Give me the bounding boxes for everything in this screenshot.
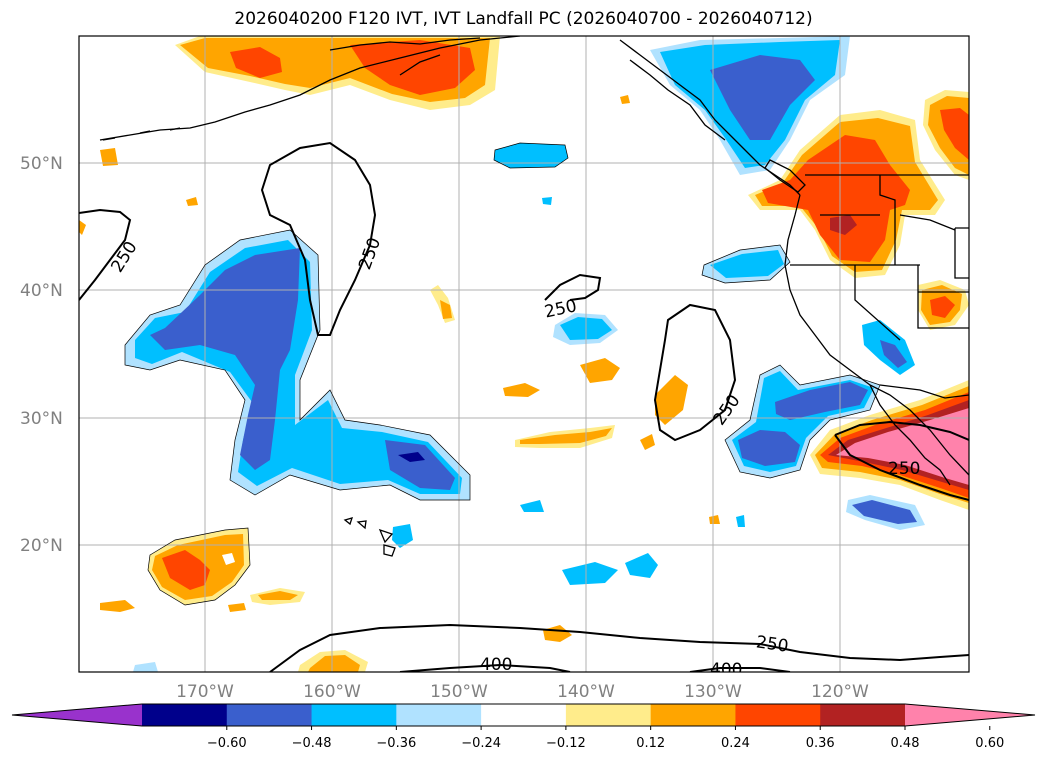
lat-label-40n: 40°N — [20, 281, 63, 301]
negative-anomaly-region — [880, 340, 907, 368]
negative-anomaly-region — [625, 553, 658, 578]
colorbar-tick-label: −0.60 — [207, 736, 247, 751]
lat-label-30n: 30°N — [20, 409, 63, 429]
negative-anomaly-region — [392, 524, 413, 548]
lon-label-150w: 150°W — [430, 682, 488, 702]
negative-anomaly-region — [775, 382, 868, 420]
positive-anomaly-region — [230, 47, 282, 78]
contour-label: 250 — [888, 459, 920, 479]
lon-label-140w: 140°W — [557, 682, 615, 702]
positive-anomaly-region — [440, 300, 452, 319]
coastlines — [99, 36, 969, 557]
negative-anomaly-region — [520, 500, 544, 512]
lon-label-120w: 120°W — [811, 682, 869, 702]
positive-anomaly-region — [762, 135, 910, 262]
map-frame — [78, 35, 970, 673]
gridlines — [79, 36, 969, 672]
colorbar-tick-label: −0.36 — [376, 736, 416, 751]
colorbar-segment — [311, 704, 397, 726]
negative-anomaly-region — [738, 430, 800, 466]
map-title: 2026040200 F120 IVT, IVT Landfall PC (20… — [234, 9, 813, 29]
positive-anomaly-region — [580, 358, 620, 383]
lon-label-130w: 130°W — [684, 682, 742, 702]
positive-anomaly-region — [228, 603, 246, 612]
positive-anomaly-region — [162, 550, 210, 590]
colorbar-tick-label: 0.60 — [975, 736, 1004, 751]
positive-anomaly-region — [940, 108, 969, 160]
positive-anomaly-region — [520, 428, 612, 444]
colorbar-tick-label: −0.24 — [461, 736, 501, 751]
positive-anomaly-region — [186, 197, 198, 206]
colorbar-segment — [226, 704, 313, 726]
positive-anomaly-region — [930, 296, 955, 318]
colorbar-extend-low — [12, 704, 142, 726]
positive-anomaly-region — [836, 408, 969, 485]
negative-anomaly-region — [385, 440, 455, 490]
negative-anomaly-region — [710, 55, 815, 140]
colorbar-tick-label: 0.12 — [636, 736, 665, 751]
colorbar-segment — [396, 704, 482, 726]
positive-anomaly-region — [830, 215, 857, 235]
positive-anomaly-region — [709, 515, 720, 524]
colorbar-tick-label: 0.36 — [806, 736, 835, 751]
colorbar-segment — [735, 704, 821, 726]
colorbar-outline — [11, 703, 1036, 727]
negative-anomaly-region — [562, 562, 618, 585]
positive-anomaly-region — [655, 375, 688, 425]
positive-anomaly-region — [503, 383, 540, 397]
colorbar-tick-label: 0.24 — [721, 736, 750, 751]
negative-anomaly-region — [852, 500, 917, 524]
negative-anomaly-region — [710, 250, 784, 278]
negative-anomaly-region — [542, 197, 552, 205]
colorbar-extend-high — [905, 704, 1035, 726]
ivt-contours — [79, 141, 969, 672]
contour-label: 400 — [710, 660, 742, 680]
positive-anomaly-region — [79, 220, 86, 235]
contour-label: 250 — [755, 632, 790, 656]
positive-anomaly-region — [222, 553, 235, 565]
positive-anomaly-region — [640, 434, 655, 450]
lon-label-160w: 160°W — [303, 682, 361, 702]
lat-label-20n: 20°N — [20, 536, 63, 556]
positive-anomaly-region — [308, 655, 360, 672]
colorbar-segment — [565, 704, 652, 726]
negative-anomaly-region — [133, 662, 158, 672]
colorbar-tick-label: −0.48 — [292, 736, 332, 751]
lat-label-50n: 50°N — [20, 154, 63, 174]
ivt-fill-regions — [79, 36, 969, 672]
colorbar-segment — [142, 704, 228, 726]
colorbar-segment — [481, 704, 567, 726]
negative-anomaly-region — [736, 515, 745, 527]
positive-anomaly-region — [100, 148, 118, 166]
positive-anomaly-region — [100, 600, 135, 612]
latitude-labels: 50°N 40°N 30°N 20°N — [20, 154, 63, 556]
lon-label-170w: 170°W — [176, 682, 234, 702]
positive-anomaly-region — [258, 591, 298, 600]
longitude-labels: 170°W 160°W 150°W 140°W 130°W 120°W — [176, 682, 869, 702]
contour-label: 400 — [480, 655, 512, 675]
negative-anomaly-region — [494, 143, 568, 168]
colorbar-segment — [650, 704, 736, 726]
negative-anomaly-region — [398, 452, 425, 462]
negative-anomaly-region — [150, 248, 300, 470]
positive-anomaly-region — [620, 95, 630, 104]
colorbar-tick-label: −0.12 — [546, 736, 586, 751]
colorbar-tick-label: 0.48 — [891, 736, 920, 751]
pc-outlines — [124, 142, 881, 606]
map-panel: 250 250 250 250 250 400 400 250 — [79, 36, 969, 680]
colorbar-segment — [820, 704, 906, 726]
colorbar: −0.60 −0.48 −0.36 −0.24 −0.12 0.12 0.24 0.36 0.4… — [11, 703, 1036, 751]
